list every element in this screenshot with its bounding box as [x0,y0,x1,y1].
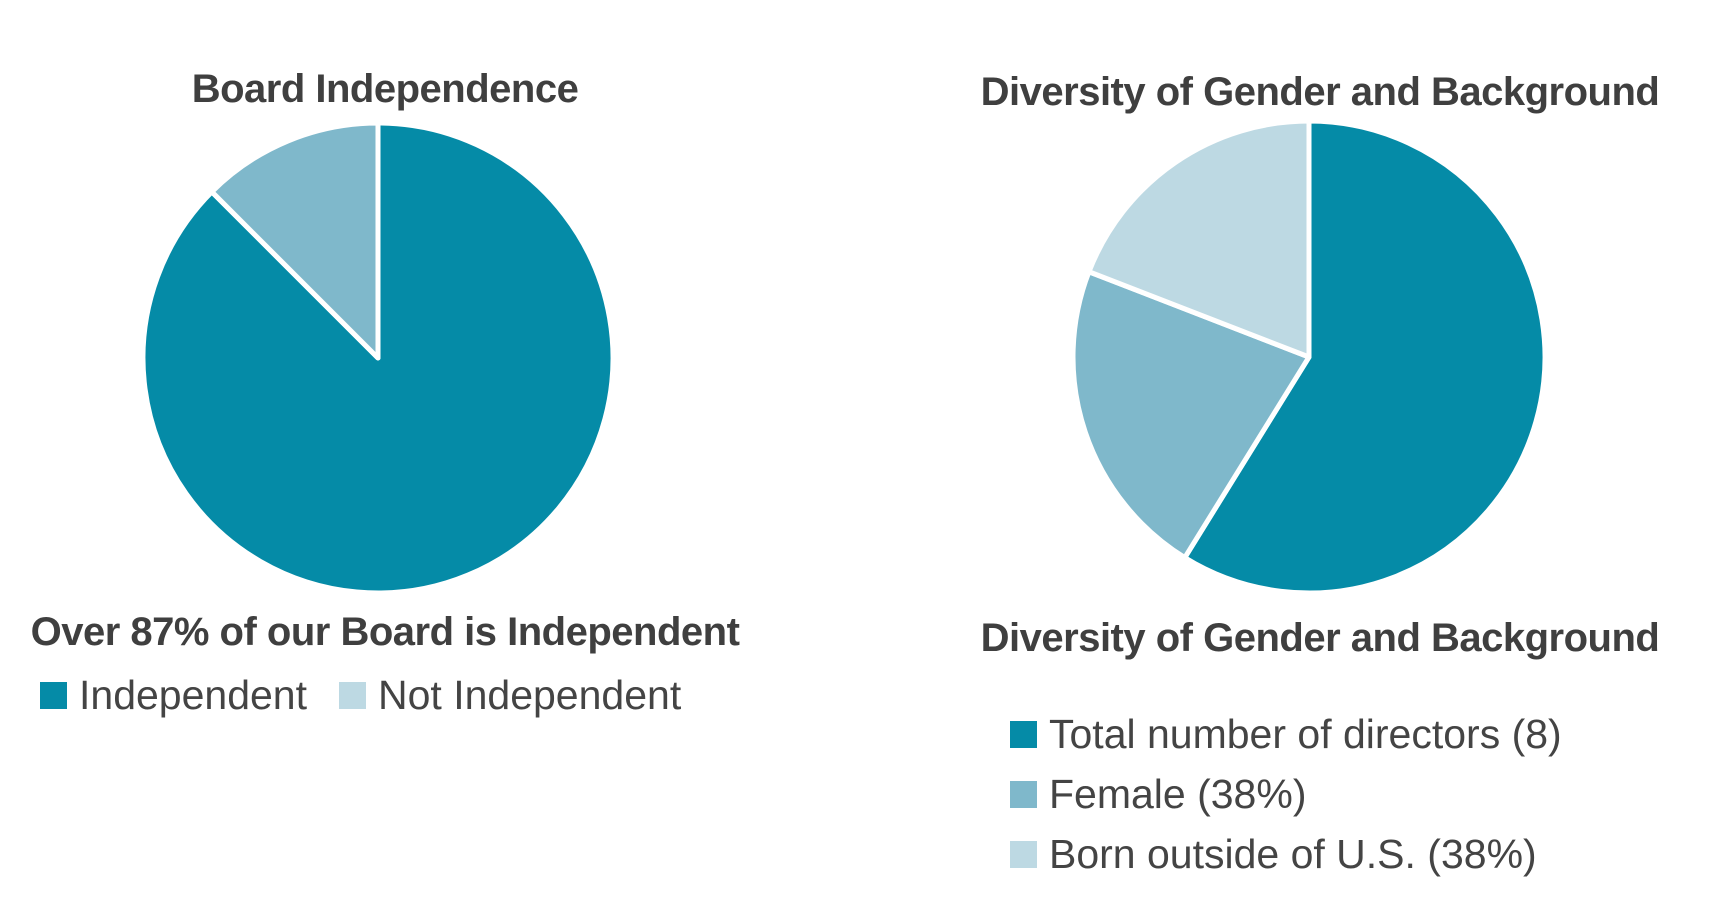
board-independence-pie [140,120,616,596]
board-independence-legend: Independent Not Independent [40,672,713,719]
legend-swatch [1010,780,1037,808]
board-independence-caption: Over 87% of our Board is Independent [30,610,740,654]
diversity-legend: Total number of directors (8) Female (38… [1010,704,1562,884]
legend-label: Independent [79,672,308,718]
legend-label: Total number of directors (8) [1049,710,1562,757]
diversity-slice-0 [1182,118,1548,596]
legend-swatch [339,682,367,709]
diversity-slice-1 [1070,269,1312,561]
diversity-slice-2 [1086,118,1312,360]
diversity-caption: Diversity of Gender and Background [980,616,1660,660]
legend-swatch [40,682,67,709]
legend-item-born-outside-us: Born outside of U.S. (38%) [1010,824,1562,884]
legend-item-female: Female (38%) [1010,764,1562,824]
legend-label: Born outside of U.S. (38%) [1049,830,1537,877]
board-independence-title: Board Independence [191,67,579,111]
legend-item-not-independent: Not Independent [339,672,681,719]
legend-item-total-directors: Total number of directors (8) [1010,704,1562,764]
diversity-title: Diversity of Gender and Background [980,70,1660,114]
legend-label: Not Independent [378,672,682,718]
diversity-pie [1070,118,1548,596]
legend-item-independent: Independent [40,672,307,719]
legend-swatch [1010,720,1037,748]
board-independence-slice-1 [209,120,381,361]
legend-swatch [1010,840,1037,868]
legend-label: Female (38%) [1049,770,1307,817]
